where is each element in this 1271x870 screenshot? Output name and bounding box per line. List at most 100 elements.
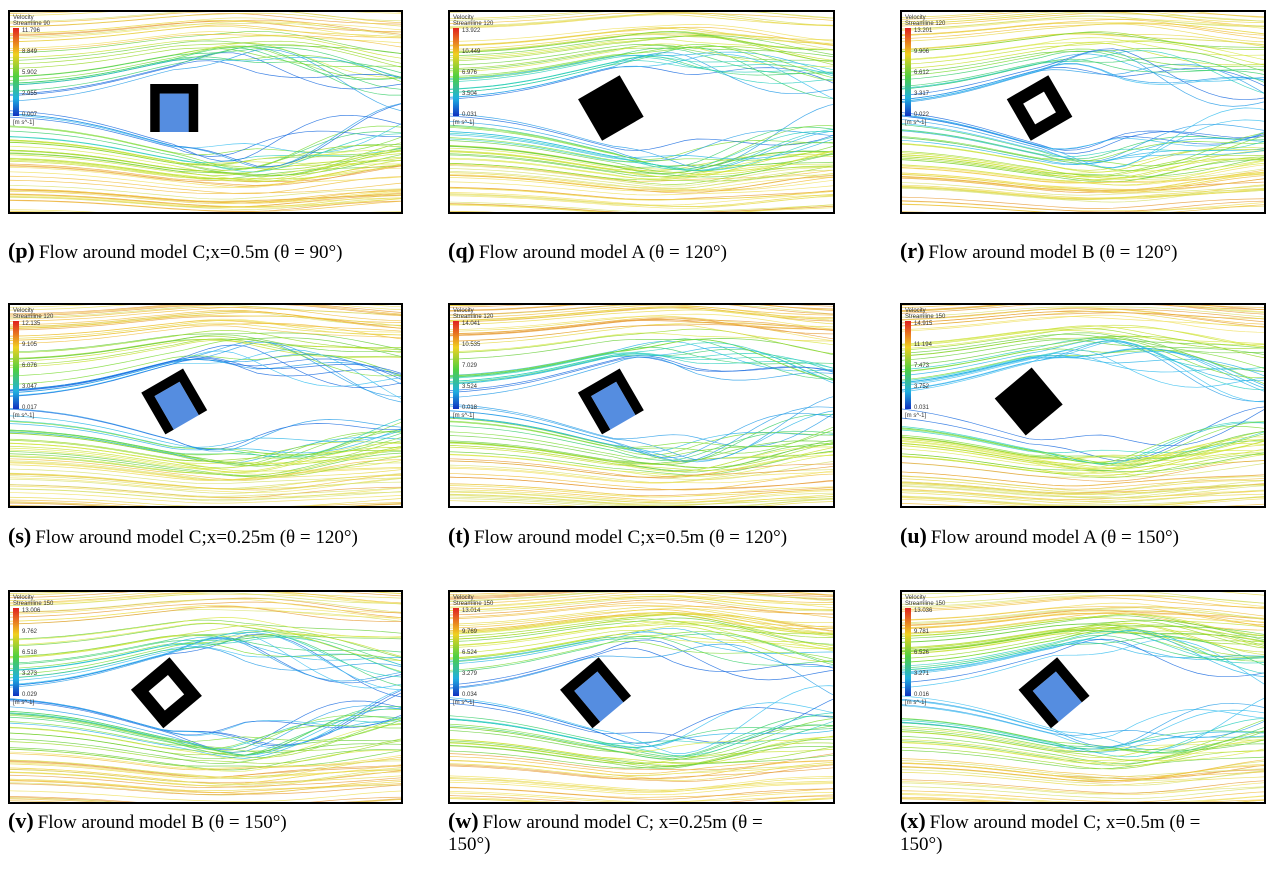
streamline-plot: VelocityStreamline 15013.0369.7816.5263.… [902,592,1264,802]
caption: (u)Flow around model A (θ = 150°) [900,525,1240,549]
streamline [902,637,1264,671]
model-obstacle [578,75,644,141]
panel-label: (v) [8,808,34,833]
panel-label: (q) [448,238,475,263]
streamline [10,769,401,782]
streamline-plot: VelocityStreamline 12012.1359.1056.0763.… [10,305,401,506]
streamline [10,34,401,51]
legend-value: 7.029 [462,363,478,369]
streamline [902,317,1264,330]
streamline [450,634,833,667]
caption: (t)Flow around model C;x=0.5m (θ = 120°) [448,525,808,549]
streamline [450,756,833,773]
legend-value: 7.473 [914,363,930,369]
caption-text: Flow around model C;x=0.5m (θ = 120°) [474,527,787,548]
legend-value: 0.018 [462,405,478,411]
legend-value: 0.007 [22,112,38,118]
streamline [10,104,401,167]
streamline [902,132,1264,170]
streamline [450,310,833,325]
colorbar [13,608,19,696]
legend-value: 14.041 [462,321,481,327]
colorbar [905,321,911,409]
legend-value: 3.279 [462,671,478,677]
streamline [902,49,1264,100]
colorbar [905,608,911,696]
legend-value: 0.034 [462,692,478,698]
model-obstacle [141,369,207,435]
colorbar [13,321,19,409]
streamline [10,474,401,490]
flow-image: VelocityStreamline 15014.91511.1947.4733… [900,303,1266,508]
streamline [450,737,833,765]
model-obstacle [560,657,631,728]
legend-unit: [m s^-1] [905,413,926,419]
streamline [450,745,833,768]
legend-value: 11.796 [22,28,41,34]
streamline [450,339,833,380]
caption-text: Flow around model C;x=0.5m (θ = 90°) [39,242,343,263]
model-obstacle [131,657,202,728]
flow-image: VelocityStreamline 9011.7968.8495.9022.9… [8,10,403,214]
streamline [902,699,1264,747]
caption: (w)Flow around model C; x=0.25m (θ = 150… [448,810,808,856]
legend-value: 6.612 [914,70,930,76]
streamline [902,341,1264,402]
streamline [10,167,401,188]
caption-text: Flow around model C; x=0.5m (θ = 150°) [900,812,1200,855]
legend-value: 13.036 [914,608,933,614]
streamline [450,467,833,483]
caption-text: Flow around model A (θ = 120°) [479,242,727,263]
model-obstacle [1007,75,1073,141]
legend-unit: [m s^-1] [905,700,926,706]
caption-text: Flow around model B (θ = 120°) [928,242,1177,263]
legend-value: 9.105 [22,342,38,348]
legend-unit: [m s^-1] [13,120,34,126]
legend-value: 14.915 [914,321,933,327]
legend-value: 6.518 [22,650,38,656]
legend-subtitle: Streamline 120 [453,314,494,320]
caption-text: Flow around model A (θ = 150°) [931,527,1179,548]
legend-subtitle: Streamline 150 [453,601,494,607]
streamline [450,640,833,685]
streamline [10,592,401,595]
legend-unit: [m s^-1] [13,413,34,419]
legend-value: 13.014 [462,608,481,614]
streamline [10,433,401,462]
legend-value: 3.047 [22,384,38,390]
legend-value: 9.769 [462,629,478,635]
streamline-plot: VelocityStreamline 15013.0069.7626.5183.… [10,592,401,802]
streamline [450,468,833,483]
streamline [10,700,401,749]
model-obstacle [150,84,198,132]
legend-value: 10.535 [462,342,481,348]
panel-label: (u) [900,523,927,548]
legend-value: 6.976 [462,70,478,76]
legend-value: 2.955 [22,91,38,97]
streamline [10,355,401,385]
legend-value: 11.194 [914,342,933,348]
model-body [995,367,1063,435]
streamline-plot: VelocityStreamline 12014.04110.5357.0293… [450,305,833,506]
legend-value: 12.135 [22,321,41,327]
legend-value: 0.031 [914,405,930,411]
panel-label: (t) [448,523,470,548]
model-inner [160,94,189,132]
legend-value: 3.752 [914,384,930,390]
legend-value: 9.906 [914,49,930,55]
flow-image: VelocityStreamline 12012.1359.1056.0763.… [8,303,403,508]
streamline [450,648,833,688]
panel-label: (s) [8,523,31,548]
streamline [902,313,1264,328]
streamline [450,146,833,168]
legend-subtitle: Streamline 150 [905,601,946,607]
streamline [450,126,833,170]
legend-value: 3.504 [462,91,478,97]
streamline [10,339,401,366]
streamline [902,763,1264,779]
colorbar [905,28,911,116]
caption-text: Flow around model C; x=0.25m (θ = 150°) [448,812,763,855]
streamline [10,47,401,95]
caption-text: Flow around model B (θ = 150°) [38,812,287,833]
model-obstacle [995,367,1063,435]
